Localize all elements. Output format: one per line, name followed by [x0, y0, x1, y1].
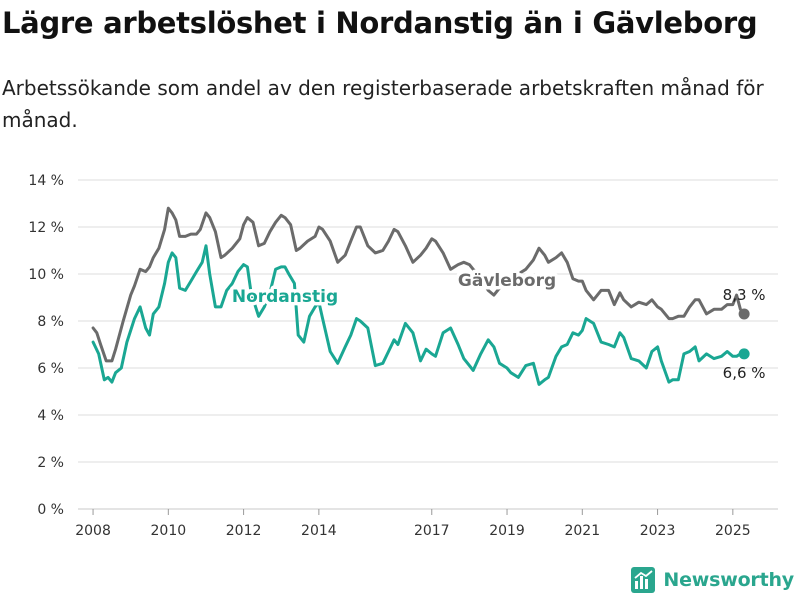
end-point-nordanstig [738, 348, 750, 360]
end-value-label: 8,3 % [723, 286, 766, 304]
x-tick-label: 2017 [414, 523, 450, 539]
x-tick-label: 2025 [715, 523, 751, 539]
grid-lines [78, 179, 778, 510]
y-tick-label: 2 % [37, 455, 64, 471]
y-tick-label: 14 % [28, 173, 64, 189]
y-tick-label: 4 % [37, 408, 64, 424]
series-line-g-vleborg [91, 206, 746, 363]
y-tick-label: 6 % [37, 361, 64, 377]
brand-name: Newsworthy [663, 569, 794, 591]
series-lines [91, 206, 750, 386]
series-label-nordanstig: Nordanstig [232, 287, 338, 307]
end-value-label: 6,6 % [723, 364, 766, 382]
x-tick-label: 2014 [301, 523, 337, 539]
x-tick-label: 2019 [489, 523, 525, 539]
series-label-halo: Gävleborg [458, 271, 556, 291]
series-labels: 8,3 %6,6 %GävleborgGävleborgNordanstigNo… [228, 267, 766, 382]
y-axis-labels: 0 % 2 % 4 % 6 % 8 % 10 % 12 % 14 % [28, 173, 64, 518]
page-subtitle: Arbetssökande som andel av den registerb… [2, 76, 764, 132]
series-label-g-vleborg: Gävleborg [458, 271, 556, 291]
y-tick-label: 10 % [28, 267, 64, 283]
x-tick-label: 2012 [226, 523, 262, 539]
series-label-halo: Nordanstig [232, 287, 338, 307]
bar-chart-icon [631, 567, 656, 593]
x-tick-label: 2010 [151, 523, 187, 539]
x-axis-labels: 2008 2010 2012 2014 2017 2019 2021 2023 2025 [75, 523, 750, 539]
end-point-g-vleborg [738, 308, 750, 320]
x-tick-label: 2021 [564, 523, 600, 539]
x-axis [92, 509, 734, 515]
series-line-nordanstig [91, 244, 746, 386]
y-tick-label: 8 % [37, 314, 64, 330]
y-tick-label: 0 % [37, 502, 64, 518]
x-tick-label: 2008 [75, 523, 111, 539]
x-tick-label: 2023 [640, 523, 676, 539]
y-tick-label: 12 % [28, 220, 64, 236]
page-title: Lägre arbetslöshet i Nordanstig än i Gäv… [2, 6, 758, 40]
brand-logo[interactable]: Newsworthy [631, 566, 794, 594]
